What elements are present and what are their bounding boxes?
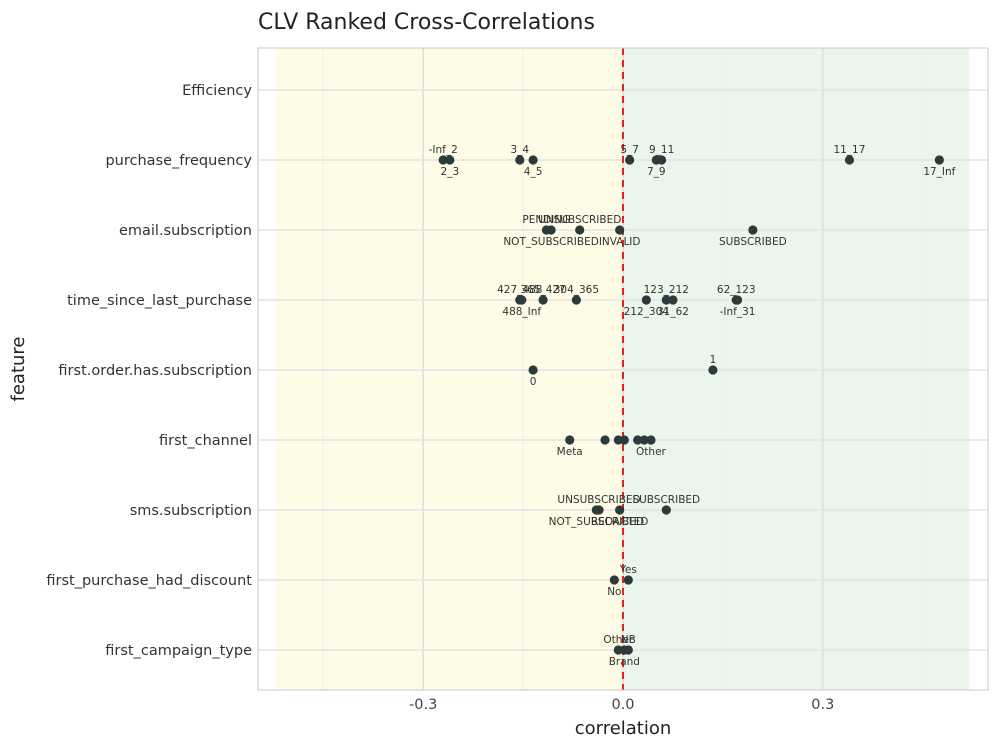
- point-label: -Inf_2: [429, 144, 458, 156]
- point-label: 7_9: [647, 166, 666, 178]
- point-label: 31_62: [657, 306, 689, 318]
- point-label: 5_7: [620, 144, 639, 156]
- vertical-gridlines: [322, 48, 924, 690]
- category-label: sms.subscription: [130, 503, 252, 519]
- point-label: 2_3: [441, 166, 460, 178]
- data-point: [661, 295, 671, 305]
- y-axis-title: feature: [8, 337, 29, 402]
- point-label: NOT_SUBSCRIBED: [549, 516, 644, 528]
- category-label: first_purchase_had_discount: [46, 573, 252, 589]
- data-point: [646, 435, 656, 445]
- category-label: first.order.has.subscription: [58, 363, 252, 379]
- point-label: 11_17: [833, 144, 865, 156]
- x-axis-tick-labels: -0.3 0.0 0.3: [409, 697, 834, 713]
- category-label: purchase_frequency: [105, 153, 252, 169]
- point-label: 488_Inf: [502, 306, 541, 318]
- point-label: 9_11: [649, 144, 674, 156]
- data-point: [438, 155, 448, 165]
- x-tick-label: -0.3: [409, 697, 437, 713]
- point-label: Meta: [557, 446, 583, 458]
- y-axis-category-labels: Efficiency purchase_frequency email.subscr…: [46, 83, 252, 659]
- data-point: [445, 155, 455, 165]
- category-label: time_since_last_purchase: [67, 293, 252, 309]
- data-point: [575, 225, 585, 235]
- data-point: [619, 435, 629, 445]
- data-point: [528, 155, 538, 165]
- data-point: [528, 365, 538, 375]
- x-tick-label: 0.3: [811, 697, 834, 713]
- point-label: NB: [621, 634, 636, 646]
- data-point: [538, 295, 548, 305]
- point-label: NOT_SUBSCRIBED: [503, 236, 598, 248]
- point-label: Yes: [619, 564, 637, 576]
- chart-title: CLV Ranked Cross-Correlations: [258, 10, 595, 35]
- data-point: [623, 645, 633, 655]
- data-point: [748, 225, 758, 235]
- x-tick-label: 0.0: [611, 697, 634, 713]
- data-point: [661, 505, 671, 515]
- point-label: 62_123: [717, 284, 756, 296]
- point-label: SUBSCRIBED: [632, 494, 700, 506]
- data-point: [615, 225, 625, 235]
- data-point: [571, 295, 581, 305]
- point-label: 3_4: [510, 144, 529, 156]
- point-label: REDACTED: [591, 516, 648, 528]
- point-label: SUBSCRIBED: [719, 236, 787, 248]
- x-axis-title: correlation: [575, 718, 672, 739]
- data-point: [641, 295, 651, 305]
- point-label: Brand: [609, 656, 640, 668]
- point-label: 427_488: [497, 284, 542, 296]
- data-point: [633, 435, 643, 445]
- category-label: Efficiency: [182, 83, 252, 99]
- point-label: Other: [603, 634, 633, 646]
- panel-border: [257, 47, 989, 691]
- data-point: [668, 295, 678, 305]
- category-label: first_campaign_type: [105, 643, 252, 659]
- point-label: -Inf_31: [720, 306, 756, 318]
- point-label: 0: [530, 376, 537, 388]
- point-label: 4_5: [524, 166, 543, 178]
- data-point: [600, 435, 610, 445]
- data-point: [609, 575, 619, 585]
- point-label: INVALID: [599, 236, 641, 248]
- point-label: No: [607, 586, 621, 598]
- data-point: [565, 435, 575, 445]
- point-label: PENDING: [522, 214, 570, 226]
- data-point: [517, 295, 527, 305]
- data-point: [623, 575, 633, 585]
- data-point: [615, 505, 625, 515]
- point-label: UNSUBSCRIBED: [538, 214, 621, 226]
- data-point: [515, 155, 525, 165]
- data-point: [934, 155, 944, 165]
- data-point: [708, 365, 718, 375]
- point-label: Other: [636, 446, 666, 458]
- point-label: 304_365: [554, 284, 599, 296]
- category-label: email.subscription: [119, 223, 252, 239]
- positive-correlation-region: [623, 48, 970, 690]
- data-point: [732, 295, 743, 305]
- data-point: [625, 155, 635, 165]
- data-point-labels: -Inf_2 2_3 3_4 4_5 5_7 7_9 9_11 11_17 17_Inf PEND…: [429, 144, 956, 668]
- point-label: 212_304: [624, 306, 670, 318]
- data-point: [844, 155, 855, 165]
- negative-correlation-region: [276, 48, 623, 690]
- data-point: [657, 155, 667, 165]
- data-point: [594, 505, 604, 515]
- point-label: 365_427: [520, 284, 565, 296]
- data-points: [438, 155, 944, 655]
- data-point: [639, 435, 649, 445]
- point-label: UNSUBSCRIBED: [557, 494, 640, 506]
- point-label: 123_212: [644, 284, 689, 296]
- point-label: 17_Inf: [923, 166, 955, 178]
- category-label: first_channel: [159, 433, 252, 449]
- data-point: [546, 225, 556, 235]
- point-label: 1: [710, 354, 717, 366]
